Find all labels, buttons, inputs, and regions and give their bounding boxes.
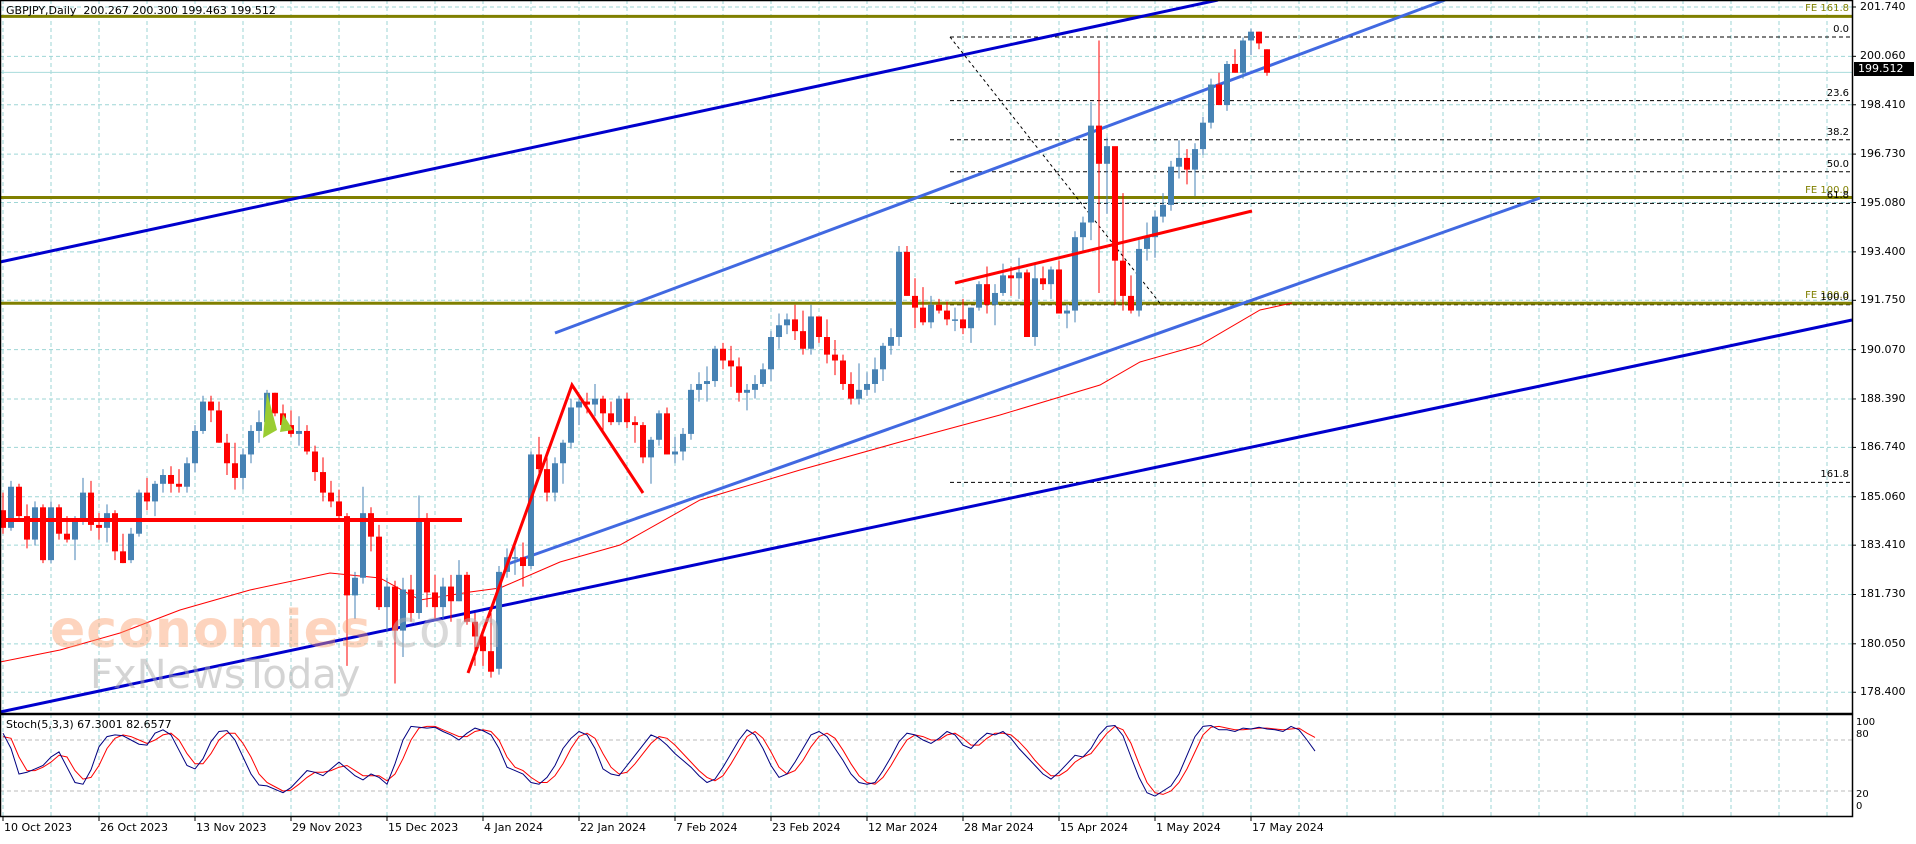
price-tick-label: 198.410: [1860, 97, 1906, 111]
fib-level-label: 50.0: [1826, 158, 1849, 170]
fib-level-label: 0.0: [1833, 23, 1849, 35]
watermark-fxnewstoday: FxNewsToday: [90, 652, 361, 698]
date-tick-label: 26 Oct 2023: [100, 821, 169, 834]
date-tick-label: 4 Jan 2024: [484, 821, 543, 834]
grid: [0, 0, 1852, 816]
date-tick-label: 28 Mar 2024: [964, 821, 1034, 834]
price-tick-label: 183.410: [1860, 538, 1906, 552]
date-tick-label: 13 Nov 2023: [196, 821, 267, 834]
fib-level-label: 161.8: [1820, 469, 1849, 481]
price-tick-label: 200.060: [1860, 49, 1906, 63]
price-tick-label: 196.730: [1860, 147, 1906, 161]
price-tick-label: 178.400: [1860, 685, 1906, 699]
trendlines: [0, 0, 1853, 714]
stoch-level-0: 0: [1856, 801, 1863, 812]
stoch-level-100: 100: [1856, 717, 1876, 728]
date-tick-label: 10 Oct 2023: [4, 821, 73, 834]
watermark-line1-suffix: .com: [371, 600, 504, 660]
price-tick-label: 191.750: [1860, 293, 1906, 307]
fib-level-label: 23.6: [1826, 87, 1849, 99]
stoch-title: Stoch(5,3,3) 67.3001 82.6577: [6, 718, 172, 731]
price-tick-label: 181.730: [1860, 587, 1906, 601]
date-tick-label: 7 Feb 2024: [676, 821, 738, 834]
fib-level-label: 100.0: [1820, 291, 1849, 303]
fib-level-label: FE 161.8: [1805, 3, 1849, 15]
date-tick-label: 1 May 2024: [1156, 821, 1221, 834]
price-tick-label: 201.740: [1860, 0, 1906, 13]
price-tick-label: 186.740: [1860, 440, 1906, 454]
price-tick-label: 185.060: [1860, 489, 1906, 503]
date-tick-label: 29 Nov 2023: [292, 821, 363, 834]
stoch-level-20: 20: [1856, 789, 1869, 800]
price-tick-label: 188.390: [1860, 391, 1906, 405]
chart-frame: [0, 0, 1856, 821]
date-tick-label: 15 Apr 2024: [1060, 821, 1129, 834]
watermark-economies: economies.com: [50, 600, 503, 660]
symbol-title: GBPJPY,Daily 200.267 200.300 199.463 199…: [6, 4, 276, 17]
price-tick-label: 193.400: [1860, 244, 1906, 258]
fib-level-label: 61.8: [1826, 190, 1849, 202]
stoch-level-80: 80: [1856, 729, 1869, 740]
watermark-line1: economies: [50, 600, 372, 660]
date-tick-label: 15 Dec 2023: [388, 821, 459, 834]
date-tick-label: 22 Jan 2024: [580, 821, 646, 834]
fib-level-label: 38.2: [1826, 126, 1849, 138]
date-tick-label: 23 Feb 2024: [772, 821, 841, 834]
date-tick-label: 17 May 2024: [1252, 821, 1324, 834]
fib-level-label: FE 100.0: [1805, 290, 1849, 302]
stochastic-oscillator: [2, 725, 1316, 797]
current-price-badge: 199.512: [1854, 62, 1914, 76]
price-tick-label: 190.070: [1860, 342, 1906, 356]
price-tick-label: 180.050: [1860, 636, 1906, 650]
candles: [0, 28, 1270, 684]
fibonacci-levels: [0, 14, 1852, 483]
fib-level-label: FE 100.0: [1805, 184, 1849, 196]
drawing-objects: [0, 209, 1253, 674]
date-tick-label: 12 Mar 2024: [868, 821, 938, 834]
price-tick-label: 195.080: [1860, 195, 1906, 209]
